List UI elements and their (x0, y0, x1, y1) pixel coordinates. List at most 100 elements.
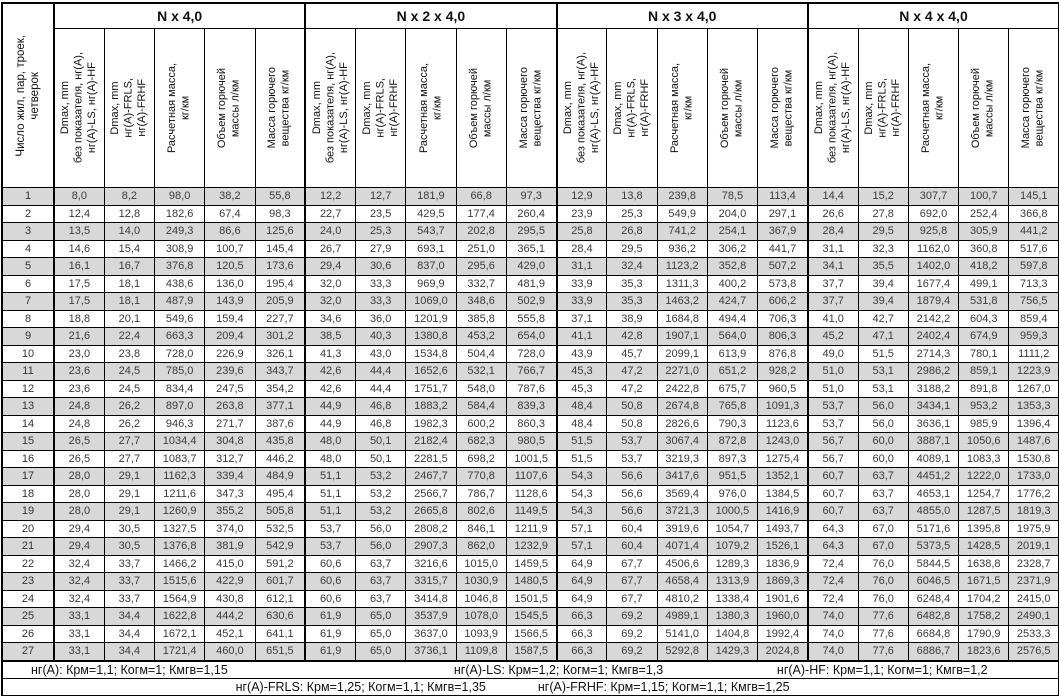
table-cell: 728,0 (153, 344, 206, 363)
table-cell: 78,5 (706, 187, 759, 206)
column-header-label: Расчетная масса, кг/км (166, 62, 192, 154)
table-cell: 787,6 (505, 379, 558, 398)
column-header: Расчетная масса, кг/км (907, 28, 960, 188)
row-number-cell: 14 (1, 414, 55, 433)
table-cell: 17,5 (52, 292, 105, 311)
table-cell: 2099,1 (656, 344, 708, 363)
table-row: 2 12,4 12,8 182,6 67,4 98,3 22,7 23,5 429,5 177,4… (1, 204, 1059, 223)
table-cell: 1311,3 (656, 274, 708, 293)
table-cell: 429,5 (405, 204, 457, 223)
table-cell: 65,0 (355, 642, 407, 661)
table-cell: 1289,3 (706, 554, 759, 573)
table-cell: 1638,8 (958, 554, 1010, 573)
table-cell: 56,6 (606, 502, 658, 521)
table-cell: 60,6 (304, 572, 357, 591)
table-cell: 6886,7 (907, 642, 960, 661)
table-cell: 18,8 (52, 309, 105, 328)
table-cell: 802,6 (455, 502, 507, 521)
table-cell: 1083,7 (153, 449, 206, 468)
table-cell: 2415,0 (1008, 589, 1059, 608)
table-cell: 4989,1 (656, 607, 708, 626)
table-cell: 31,1 (555, 257, 608, 276)
table-cell: 26,8 (606, 222, 658, 241)
table-cell: 13,8 (606, 187, 658, 206)
table-cell: 1684,8 (656, 309, 708, 328)
table-row: 10 23,0 23,8 728,0 226,9 326,1 41,3 43,0 1534,8 5… (1, 344, 1059, 363)
table-cell: 39,4 (857, 292, 909, 311)
table-cell: 66,3 (555, 642, 608, 661)
row-number-cell: 26 (1, 624, 55, 643)
table-cell: 45,2 (806, 327, 859, 346)
table-cell: 374,0 (204, 519, 256, 538)
table-cell: 33,1 (52, 642, 105, 661)
table-cell: 53,7 (806, 414, 859, 433)
table-cell: 38,2 (204, 187, 256, 206)
table-cell: 430,8 (204, 589, 256, 608)
table-cell: 2674,8 (656, 397, 708, 416)
table-cell: 555,8 (505, 309, 558, 328)
table-cell: 1353,3 (1008, 397, 1059, 416)
table-cell: 1790,9 (958, 624, 1010, 643)
table-cell: 4855,0 (907, 502, 960, 521)
table-cell: 2182,4 (405, 432, 457, 451)
table-cell: 51,1 (304, 484, 357, 503)
table-cell: 182,6 (153, 204, 206, 223)
coefficient-note: нг(А)-FRHF: Крм=1,15; Когм=1,1; Кмгв=1,2… (537, 679, 790, 694)
table-cell: 50,8 (606, 397, 658, 416)
row-number-cell: 18 (1, 484, 55, 503)
column-header: Dmax, mm нг(А)-FRLS, нг(А)-FRHF (355, 28, 407, 188)
table-cell: 1030,9 (455, 572, 507, 591)
row-number-cell: 5 (1, 257, 55, 276)
table-cell: 23,8 (103, 344, 156, 363)
table-cell: 34,4 (103, 607, 156, 626)
table-cell: 1823,6 (958, 642, 1010, 661)
table-cell: 227,7 (254, 309, 306, 328)
table-cell: 400,2 (706, 274, 759, 293)
table-row: 21 29,4 30,5 1376,8 381,9 542,9 53,7 56,0 2907,3… (1, 537, 1059, 556)
table-cell: 1992,4 (757, 624, 809, 643)
table-cell: 247,5 (204, 379, 256, 398)
table-cell: 60,6 (304, 589, 357, 608)
table-cell: 44,9 (304, 397, 357, 416)
table-cell: 67,7 (606, 554, 658, 573)
table-cell: 839,3 (505, 397, 558, 416)
table-cell: 2986,2 (907, 362, 960, 381)
table-cell: 53,2 (355, 502, 407, 521)
table-cell: 64,9 (555, 589, 608, 608)
table-cell: 1564,9 (153, 589, 206, 608)
table-cell: 339,4 (204, 467, 256, 486)
table-cell: 2271,0 (656, 362, 708, 381)
table-cell: 953,2 (958, 397, 1010, 416)
table-cell: 2907,3 (405, 537, 457, 556)
table-cell: 29,1 (103, 502, 156, 521)
table-cell: 69,2 (606, 624, 658, 643)
table-cell: 32,0 (304, 292, 357, 311)
table-cell: 5141,0 (656, 624, 708, 643)
table-cell: 304,8 (204, 432, 256, 451)
table-cell: 770,8 (455, 467, 507, 486)
table-footer: нг(А): Крм=1,1; Когм=1; Кмгв=1,15 нг(А)-L… (1, 659, 1059, 696)
table-cell: 26,6 (806, 204, 859, 223)
row-number-cell: 11 (1, 362, 55, 381)
table-cell: 20,1 (103, 309, 156, 328)
table-cell: 355,2 (204, 502, 256, 521)
table-cell: 55,8 (254, 187, 306, 206)
table-cell: 38,5 (304, 327, 357, 346)
table-row: 23 32,4 33,7 1515,6 422,9 601,7 60,6 63,7 3315,7… (1, 572, 1059, 591)
table-cell: 33,3 (355, 274, 407, 293)
table-cell: 56,6 (606, 467, 658, 486)
table-cell: 271,7 (204, 414, 256, 433)
table-cell: 69,2 (606, 642, 658, 661)
table-cell: 74,0 (806, 624, 859, 643)
table-cell: 13,5 (52, 222, 105, 241)
table-cell: 51,0 (806, 379, 859, 398)
table-cell: 15,4 (103, 239, 156, 258)
table-cell: 77,6 (857, 642, 909, 661)
table-cell: 1395,8 (958, 519, 1010, 538)
table-cell: 698,2 (455, 449, 507, 468)
table-cell: 61,9 (304, 624, 357, 643)
row-number-cell: 27 (1, 642, 55, 661)
table-cell: 32,3 (857, 239, 909, 258)
table-cell: 35,3 (606, 274, 658, 293)
table-row: 27 33,1 34,4 1721,4 460,0 651,5 61,9 65,0 3736,1… (1, 642, 1059, 661)
